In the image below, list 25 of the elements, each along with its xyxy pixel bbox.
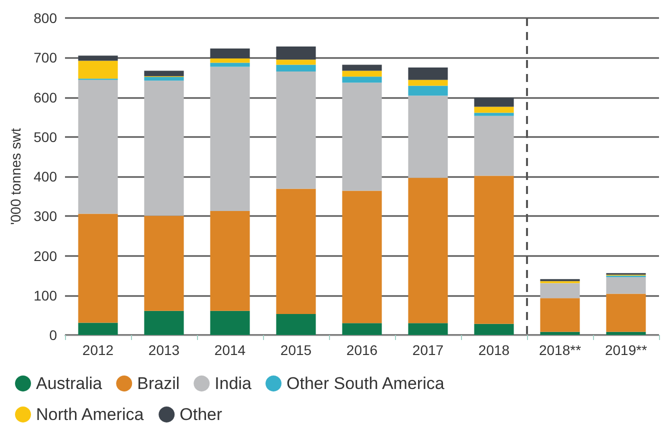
y-tick-label: 200 (34, 248, 58, 264)
y-tick-label: 400 (34, 168, 58, 184)
x-tick-label: 2012 (82, 342, 114, 358)
legend-label: India (214, 374, 252, 393)
x-tick-label: 2018** (538, 342, 582, 358)
legend-label: Brazil (137, 374, 180, 393)
x-tick-label: 2017 (412, 342, 444, 358)
legend-label: Australia (36, 374, 103, 393)
y-axis-title: '000 tonnes swt (8, 128, 24, 225)
x-tick-label: 2013 (148, 342, 180, 358)
x-tick-label: 2019** (604, 342, 648, 358)
y-tick-label: 500 (34, 128, 58, 145)
y-tick-label: 300 (34, 208, 58, 224)
x-tick-label: 2016 (346, 342, 378, 358)
legend-label: North America (36, 405, 144, 424)
x-tick-label: 2018 (478, 342, 510, 358)
y-tick-label: 600 (34, 89, 58, 106)
y-tick-label: 100 (34, 287, 58, 304)
x-tick-label: 2014 (214, 342, 246, 358)
legend-label: Other (180, 405, 222, 424)
legend-label: Other South America (286, 374, 445, 393)
y-tick-label: 700 (34, 50, 58, 66)
y-tick-label: 0 (49, 327, 58, 343)
x-tick-label: 2015 (280, 342, 312, 358)
y-tick-label: 800 (34, 10, 58, 26)
